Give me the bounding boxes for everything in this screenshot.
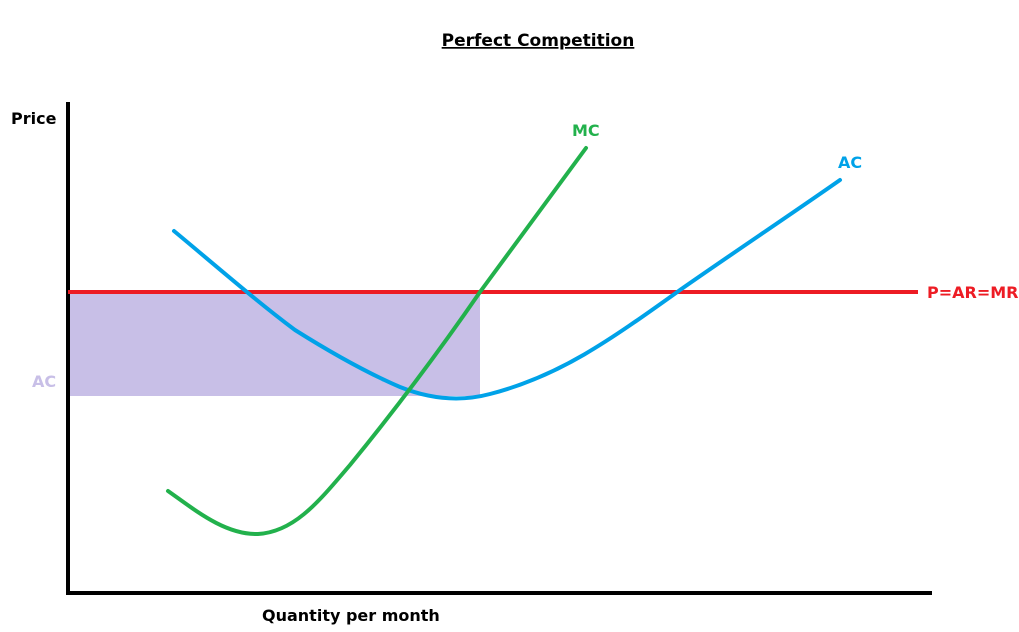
ac-label: AC xyxy=(838,153,862,172)
x-axis-label: Quantity per month xyxy=(262,606,440,625)
ac-curve xyxy=(172,178,842,401)
ac-price-level-label: AC xyxy=(32,372,56,391)
diagram-title: Perfect Competition xyxy=(442,31,635,51)
y-axis-label: Price xyxy=(11,109,57,128)
mc-label: MC xyxy=(572,121,600,140)
profit-area xyxy=(70,292,480,396)
price-label: P=AR=MR xyxy=(927,283,1018,302)
mc-curve xyxy=(166,146,588,537)
